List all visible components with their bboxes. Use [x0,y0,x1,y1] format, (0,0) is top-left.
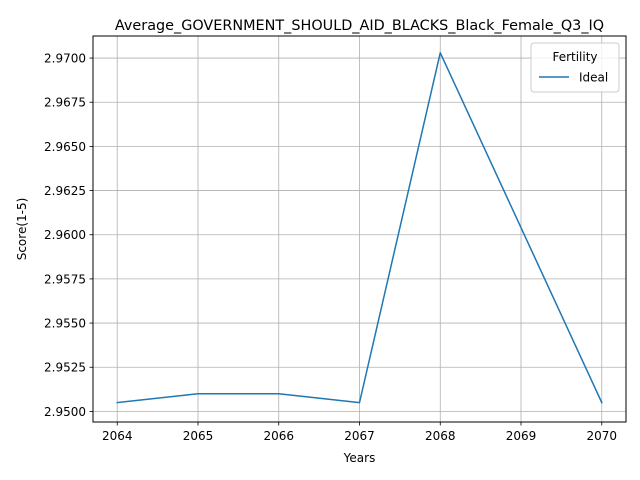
grid-lines [93,36,626,422]
y-tick-label: 2.9675 [44,96,86,110]
x-tick-label: 2064 [102,429,133,443]
y-axis-label: Score(1-5) [15,198,29,261]
x-tick-label: 2066 [263,429,294,443]
x-tick-label: 2065 [183,429,214,443]
x-tick-label: 2070 [586,429,617,443]
y-tick-label: 2.9700 [44,52,86,66]
x-tick-label: 2067 [344,429,375,443]
series-line-ideal [116,52,603,404]
y-tick-label: 2.9500 [44,405,86,419]
legend-title: Fertility [552,50,597,64]
x-tick-label: 2068 [425,429,456,443]
legend: Fertility Ideal [530,42,620,93]
x-axis: 2064 2065 2066 2067 2068 2069 2070 [102,422,617,443]
x-tick-label: 2069 [506,429,537,443]
y-tick-label: 2.9575 [44,272,86,286]
y-axis: 2.9500 2.9525 2.9550 2.9575 2.9600 2.9625 2.96… [44,52,93,419]
y-tick-label: 2.9550 [44,317,86,331]
chart-title: Average_GOVERNMENT_SHOULD_AID_BLACKS_Bla… [115,18,604,34]
y-tick-label: 2.9525 [44,361,86,375]
legend-label-ideal: Ideal [579,71,608,85]
y-tick-label: 2.9600 [44,228,86,242]
y-tick-label: 2.9650 [44,140,86,154]
y-tick-label: 2.9625 [44,184,86,198]
legend-box [530,42,620,93]
x-axis-label: Years [343,451,376,465]
series-layer [116,52,603,404]
